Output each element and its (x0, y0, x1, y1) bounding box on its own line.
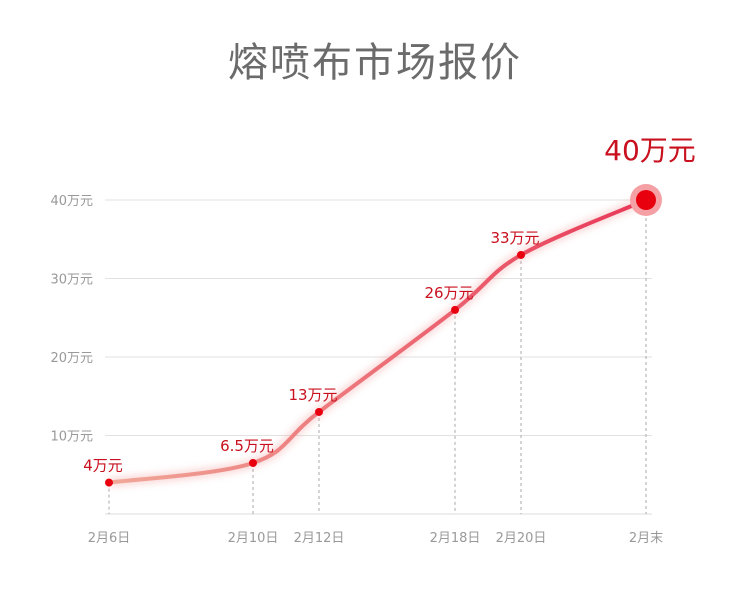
x-tick-label: 2月12日 (294, 531, 345, 546)
x-tick-label: 2月10日 (228, 531, 279, 546)
data-label: 26万元 (424, 284, 473, 302)
y-tick-label: 10万元 (50, 430, 93, 445)
chart-title: 熔喷布市场报价 (228, 40, 522, 86)
y-tick-label: 20万元 (50, 351, 93, 366)
x-tick-label: 2月6日 (88, 531, 131, 546)
x-tick-label: 2月末 (629, 531, 663, 546)
data-point (517, 250, 525, 259)
y-tick-label: 30万元 (50, 273, 93, 288)
data-point (249, 458, 257, 467)
y-tick-label: 40万元 (50, 194, 93, 209)
data-point (451, 305, 459, 314)
x-tick-label: 2月20日 (496, 531, 547, 546)
data-point (315, 407, 323, 416)
line-glow (108, 196, 648, 487)
x-tick-label: 2月18日 (430, 531, 481, 546)
data-label: 33万元 (490, 229, 539, 247)
series-line (107, 198, 648, 485)
data-label: 40万元 (604, 134, 696, 167)
data-label: 4万元 (83, 457, 123, 475)
data-point (105, 478, 113, 487)
data-label: 13万元 (288, 386, 337, 404)
data-label: 6.5万元 (220, 437, 274, 455)
data-point (636, 190, 656, 210)
